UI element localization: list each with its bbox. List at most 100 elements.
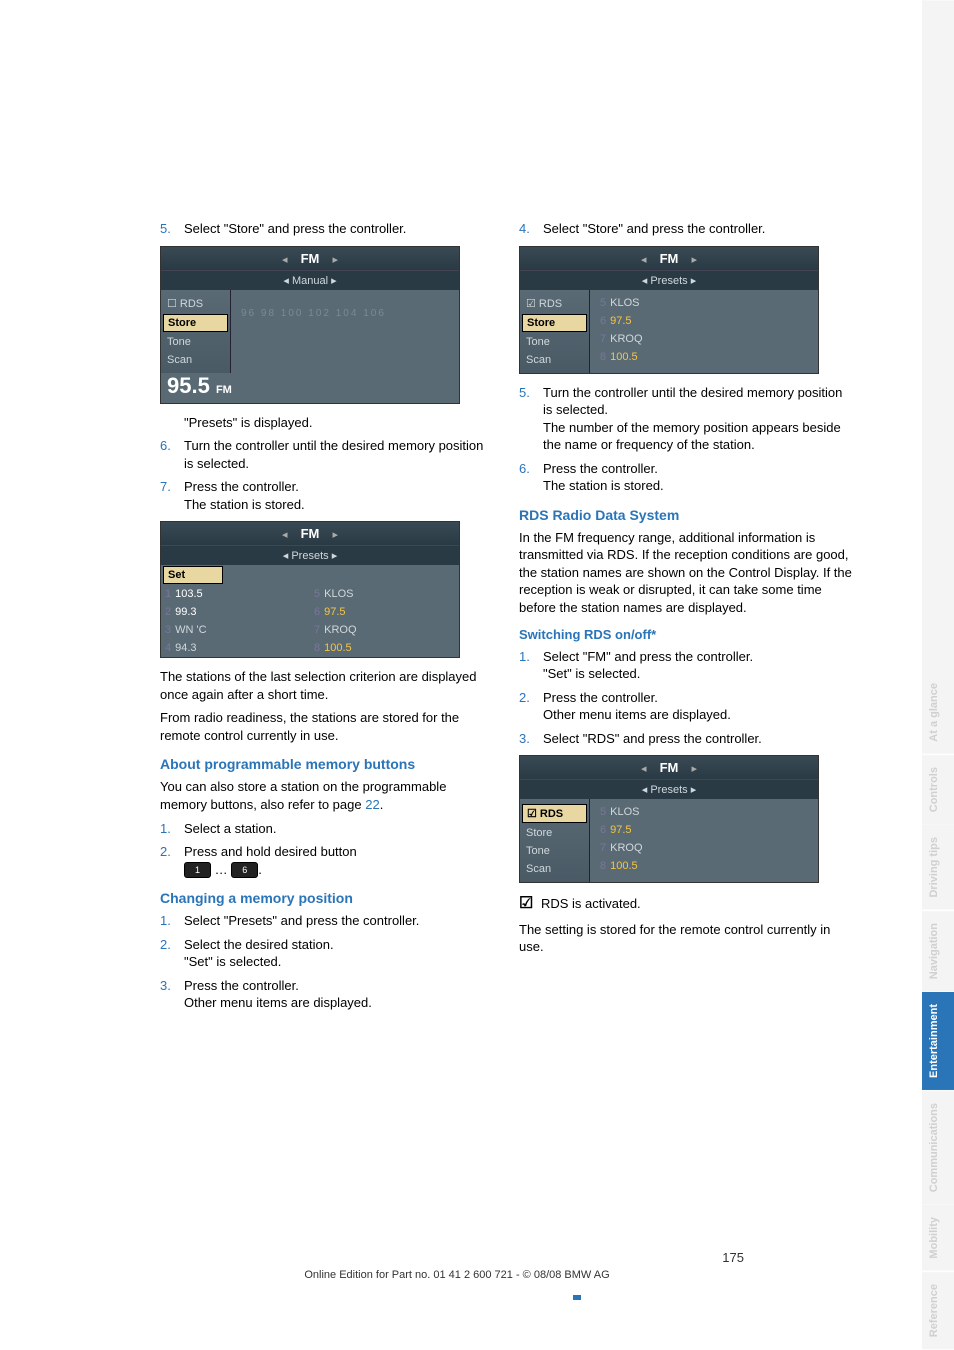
list-item: 5.Select "Store" and press the controlle… (160, 220, 495, 238)
arrow-right-icon: ▸ (322, 254, 348, 266)
menu-tone: Tone (161, 333, 230, 351)
list-item: 1.Select a station. (160, 820, 495, 838)
step-line: The station is stored. (543, 478, 664, 493)
sub-label: Presets (650, 275, 687, 287)
ss-subheader: ◂ Manual ▸ (161, 270, 459, 290)
list-item: "Presets" is displayed. (160, 414, 495, 432)
arrow-left-icon: ◂ (631, 763, 657, 775)
preset-label: WN 'C (175, 624, 206, 636)
menu-tone: Tone (520, 842, 589, 860)
menu-scan: Scan (520, 860, 589, 878)
tab-entertainment[interactable]: Entertainment (922, 992, 954, 1091)
list-item: 7.Press the controller.The station is st… (160, 478, 495, 513)
step-line: Other menu items are displayed. (543, 707, 731, 722)
memory-button-6: 6 (231, 862, 258, 878)
sub-label: Presets (650, 784, 687, 796)
preset-item: 8 100.5 (596, 857, 704, 875)
paragraph: In the FM frequency range, additional in… (519, 529, 854, 617)
step-text: Select a station. (184, 820, 495, 838)
step-list-1-cont: "Presets" is displayed. 6.Turn the contr… (160, 414, 495, 514)
step-text: Select "Store" and press the controller. (184, 220, 495, 238)
preset-num: 8 (314, 642, 320, 654)
current-frequency: 95.5 FM (161, 373, 459, 403)
tab-controls[interactable]: Controls (922, 755, 954, 825)
preset-num: 2 (165, 606, 171, 618)
step-number: 1. (519, 648, 543, 683)
tab-driving-tips[interactable]: Driving tips (922, 825, 954, 911)
footer-marker (573, 1295, 581, 1300)
menu-rds: RDS (520, 294, 589, 313)
preset-item: 8 100.5 (310, 639, 459, 657)
arrow-right-icon: ▸ (681, 763, 707, 775)
step-line: Other menu items are displayed. (184, 995, 372, 1010)
radio-screenshot-manual: ◂ FM ▸ ◂ Manual ▸ RDS Store Tone Scan 96… (160, 246, 460, 404)
step-number: 4. (519, 220, 543, 238)
preset-item: 3 WN 'C (161, 621, 310, 639)
preset-num: 8 (600, 860, 606, 872)
step-number: 3. (519, 730, 543, 748)
tab-at-a-glance[interactable]: At a glance (922, 671, 954, 755)
page-link[interactable]: 22 (365, 797, 379, 812)
preset-item: 697.5 (310, 603, 459, 621)
preset-item: 1103.5 (161, 585, 310, 603)
text: You can also store a station on the prog… (160, 779, 446, 812)
sub-label: Manual (292, 275, 328, 287)
ss-body: RDS Store Tone Scan 5KLOS 697.5 7KROQ 81… (520, 290, 818, 373)
step-list-3: 1.Select "Presets" and press the control… (160, 912, 495, 1012)
step-line: The station is stored. (184, 497, 305, 512)
radio-screenshot-rds: ◂ FM ▸ ◂ Presets ▸ RDS Store Tone Scan 5… (519, 755, 819, 883)
ss-header: ◂ FM ▸ (520, 247, 818, 270)
menu-scan: Scan (520, 351, 589, 369)
preset-item: 7KROQ (596, 839, 704, 857)
preset-item: 697.5 (596, 821, 704, 839)
tab-reference[interactable]: Reference (922, 1272, 954, 1350)
step-list-r1: 4.Select "Store" and press the controlle… (519, 220, 854, 238)
preset-item: 5KLOS (596, 294, 704, 312)
tab-navigation[interactable]: Navigation (922, 911, 954, 992)
step-line: Select the desired station. (184, 937, 334, 952)
arrow-left-icon: ◂ (272, 529, 298, 541)
preset-num: 3 (165, 624, 171, 636)
step-line: Press the controller. (543, 690, 658, 705)
preset-item: 5KLOS (596, 803, 704, 821)
tab-communications[interactable]: Communications (922, 1091, 954, 1205)
section-tabs: At a glance Controls Driving tips Naviga… (922, 0, 954, 1350)
heading-rds: RDS Radio Data System (519, 507, 854, 523)
preset-num: 5 (600, 297, 606, 309)
step-text: Press the controller.The station is stor… (543, 460, 854, 495)
ss-header: ◂ FM ▸ (161, 522, 459, 545)
preset-label: 100.5 (610, 860, 638, 872)
preset-num: 7 (314, 624, 320, 636)
list-item: 2.Press the controller.Other menu items … (519, 689, 854, 724)
list-item: 1.Select "FM" and press the controller."… (519, 648, 854, 683)
band-label: FM (301, 251, 320, 266)
paragraph: The setting is stored for the remote con… (519, 921, 854, 956)
preset-label: 97.5 (324, 606, 345, 618)
preset-label: KLOS (324, 588, 353, 600)
list-item: 6.Press the controller.The station is st… (519, 460, 854, 495)
arrow-right-icon: ▸ (688, 784, 697, 796)
ss-body: Set 1103.5 5KLOS 299.3 697.5 3WN 'C 7KRO… (161, 565, 459, 657)
step-text: Select "Presets" and press the controlle… (184, 912, 495, 930)
step-text: Press the controller.The station is stor… (184, 478, 495, 513)
freq-value: 95.5 (167, 373, 210, 398)
tab-mobility[interactable]: Mobility (922, 1205, 954, 1272)
preset-item: 8100.5 (596, 348, 704, 366)
list-item: 5.Turn the controller until the desired … (519, 384, 854, 454)
ss-body: RDS Store Tone Scan 96 98 100 102 104 10… (161, 290, 459, 373)
frequency-scale: 96 98 100 102 104 106 (237, 294, 453, 325)
sub-label: Presets (291, 550, 328, 562)
preset-label: 100.5 (324, 642, 352, 654)
ss-menu: RDS Store Tone Scan (520, 799, 590, 882)
ss-body: RDS Store Tone Scan 5KLOS 697.5 7KROQ 81… (520, 799, 818, 882)
ss-header: ◂ FM ▸ (161, 247, 459, 270)
step-line: The number of the memory position appear… (543, 420, 841, 453)
step-text: Select "RDS" and press the controller. (543, 730, 854, 748)
step-line: "Set" is selected. (184, 954, 281, 969)
preset-grid: 1103.5 5KLOS 299.3 697.5 3WN 'C 7KROQ 49… (161, 585, 459, 657)
list-item: 3.Select "RDS" and press the controller. (519, 730, 854, 748)
menu-rds: RDS (161, 294, 230, 313)
preset-num: 8 (600, 351, 606, 363)
memory-button-1: 1 (184, 862, 211, 878)
rds-activated-line: ☑ RDS is activated. (519, 893, 854, 915)
